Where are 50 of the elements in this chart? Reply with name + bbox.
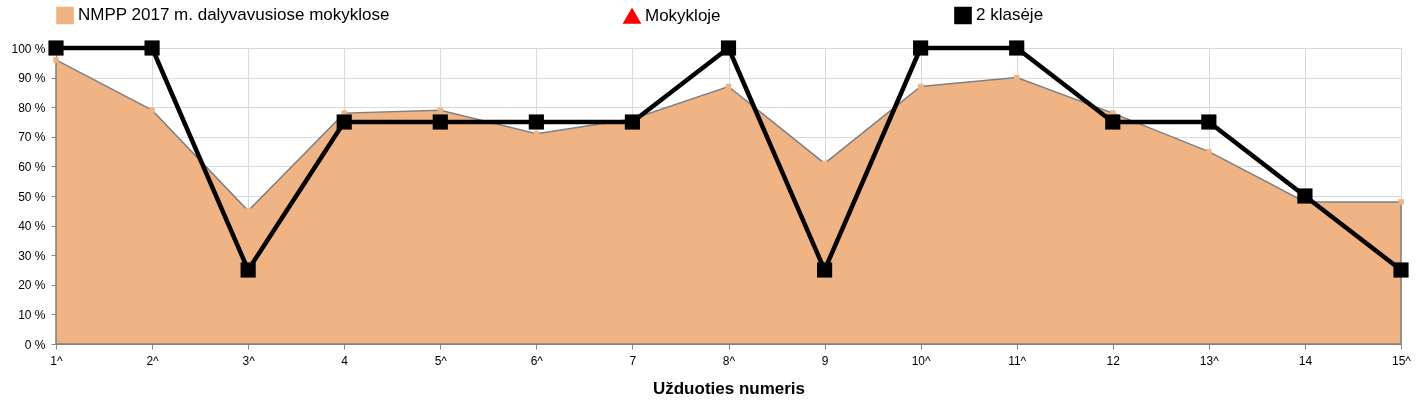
legend-label: 2 klasėje: [976, 5, 1044, 25]
x-axis-title: Užduoties numeris: [652, 378, 806, 398]
point: [149, 107, 155, 113]
y-tick-label: 80 %: [18, 100, 46, 115]
y-tick-label: 10 %: [18, 307, 46, 322]
point: [816, 262, 833, 278]
x-tick-label: 10^: [911, 353, 931, 368]
x-tick-label: 14: [1298, 353, 1313, 368]
y-tick-label: 0 %: [24, 337, 46, 352]
x-tick-label: 8^: [722, 353, 736, 368]
x-tick-label: 4: [341, 353, 349, 368]
point: [1206, 148, 1212, 155]
point: [528, 114, 544, 130]
y-tick-label: 70 %: [18, 130, 46, 145]
point: [432, 114, 448, 130]
x-tick-label: 1^: [50, 353, 64, 368]
point: [624, 114, 641, 130]
x-tick-label: 11^: [1008, 353, 1027, 368]
x-tick-label: 7: [629, 353, 637, 368]
y-tick-label: 40 %: [18, 219, 46, 234]
point: [1201, 114, 1217, 130]
y-tick-label: 20 %: [18, 278, 46, 293]
x-tick-label: 15^: [1392, 353, 1412, 368]
x-tick-label: 9: [821, 353, 829, 368]
point: [336, 114, 352, 130]
y-tick-label: 90 %: [18, 71, 46, 86]
x-tick-label: 3^: [242, 353, 256, 368]
point: [437, 107, 444, 113]
y-tick-label: 30 %: [18, 248, 46, 263]
y-tick-label: 100 %: [11, 41, 46, 56]
x-tick-label: 12: [1106, 353, 1121, 368]
point: [1009, 40, 1025, 56]
x-tick-label: 6^: [530, 353, 544, 368]
point: [720, 40, 737, 56]
point: [53, 57, 59, 63]
x-tick-label: 2^: [146, 353, 160, 368]
y-tick-label: 50 %: [18, 189, 46, 204]
y-tick-label: 60 %: [18, 159, 46, 174]
point: [1393, 262, 1409, 278]
point: [48, 40, 64, 56]
point: [1297, 188, 1313, 204]
x-tick-label: 13^: [1199, 353, 1220, 368]
legend-label: NMPP 2017 m. dalyvavusiose mokyklose: [78, 5, 390, 25]
point: [913, 40, 929, 56]
point: [144, 40, 160, 56]
legend-label: Mokykloje: [645, 6, 721, 26]
x-tick-label: 5^: [434, 353, 448, 368]
point: [1105, 114, 1121, 130]
point: [240, 262, 256, 278]
point: [1398, 199, 1404, 205]
